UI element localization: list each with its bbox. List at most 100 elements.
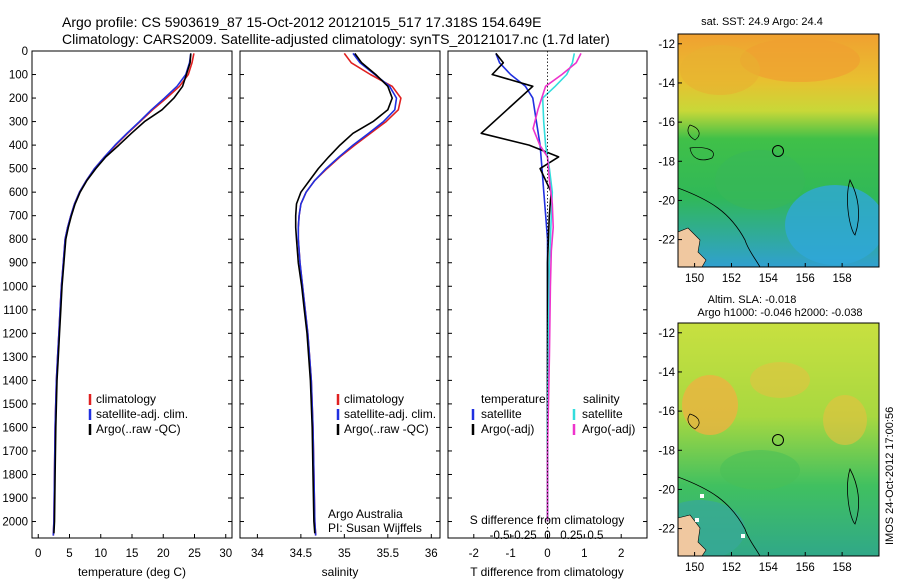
depth-tick-label: 1100: [3, 305, 28, 317]
x-tick-label: 34.5: [290, 548, 312, 560]
figure-title-line2: Climatology: CARS2009. Satellite-adjuste…: [62, 31, 610, 47]
sla-map-frame: [677, 322, 880, 557]
sla-low-patch: [720, 450, 800, 490]
temperature-x-label: temperature (deg C): [78, 565, 186, 579]
legend-label-t-argo: Argo(-adj): [481, 422, 534, 436]
map-y-tick-label: -16: [658, 406, 675, 418]
x-tick-label: 5: [66, 548, 72, 560]
map-x-tick-label: 156: [796, 273, 815, 285]
argo-float-marker: [772, 434, 784, 446]
map-y-tick-label: -12: [658, 328, 675, 340]
difference-curves: [480, 51, 582, 538]
series-line-satellite-adj-clim-: [297, 52, 398, 536]
depth-tick-label: 800: [9, 234, 28, 246]
depth-tick-label: 2000: [2, 517, 28, 529]
s-tick-label: -0.25: [510, 530, 536, 542]
reef-contour: [689, 147, 714, 161]
depth-tick-label: 1300: [2, 352, 28, 364]
legend-title-temperature: temperature: [481, 392, 546, 406]
x-tick-label: 15: [126, 548, 139, 560]
legend-label-climatology: climatology: [96, 392, 156, 406]
sla-map-title-line1: Altim. SLA: -0.018: [708, 294, 797, 306]
map-x-tick-label: 150: [685, 273, 704, 285]
map-y-tick-label: -20: [658, 195, 675, 207]
series-line-climatology: [52, 53, 195, 536]
depth-tick-label: 0: [22, 46, 28, 58]
salinity-curves: [294, 52, 402, 536]
argo-float-marker: [772, 145, 784, 157]
depth-tick-label: 300: [9, 117, 28, 129]
difference-top-label: S difference from climatology: [470, 513, 625, 527]
legend-label-s-satellite: satellite: [582, 407, 623, 421]
salinity-legend: climatology satellite-adj. clim. Argo(..…: [328, 392, 436, 535]
depth-tick-label: 100: [9, 70, 28, 82]
legend-label-argo: Argo(..raw -QC): [96, 422, 181, 436]
reef-contour: [847, 467, 860, 525]
coastline-land: [678, 227, 707, 267]
reef-contour: [847, 178, 860, 236]
depth-tick-label: 1200: [2, 328, 28, 340]
map-x-tick-label: 154: [759, 273, 779, 285]
series-line-salinity-satellite: [541, 53, 576, 522]
x-tick-label: 2: [618, 548, 624, 560]
data-gap-marker: [700, 494, 704, 498]
temperature-x-ticks: 0 5 10 15 20 25 30: [35, 534, 232, 560]
sla-high-patch: [823, 395, 867, 445]
sst-green-patch: [715, 150, 805, 210]
map-y-tick-label: -14: [658, 78, 675, 90]
series-line-argo-raw-qc-: [53, 53, 192, 534]
depth-tick-label: 200: [9, 93, 28, 105]
reef-contour: [687, 413, 700, 430]
salinity-panel: [239, 50, 441, 539]
imos-timestamp: IMOS 24-Oct-2012 17:00:56: [884, 407, 896, 545]
depth-axis: 0 100 200 300 400 500 600 700 800 900 1000 1100 1200…: [2, 46, 28, 529]
series-line-temperature-satellite: [495, 53, 549, 522]
sla-high-patch: [750, 362, 810, 398]
legend-label-argo: Argo(..raw -QC): [344, 422, 429, 436]
depth-tick-label: 1000: [2, 281, 28, 293]
reef-contour: [687, 124, 700, 141]
s-tick-label: -0.5: [490, 530, 510, 542]
depth-tick-label: 1600: [2, 422, 28, 434]
coastline-land: [678, 514, 707, 556]
difference-t-ticks: -2 -1 0 1 2: [469, 534, 624, 560]
depth-tick-label: 400: [9, 140, 28, 152]
sla-map-title-line2: Argo h1000: -0.046 h2000: -0.038: [697, 307, 862, 319]
depth-tick-label: 500: [9, 164, 28, 176]
map-y-tick-label: -22: [658, 524, 675, 536]
map-x-tick-label: 158: [833, 562, 852, 574]
map-y-tick-label: -20: [658, 484, 675, 496]
map-x-tick-label: 156: [796, 562, 815, 574]
depth-tick-label: 1500: [2, 399, 28, 411]
map-x-tick-label: 152: [722, 273, 741, 285]
x-tick-label: -2: [469, 548, 479, 560]
depth-tick-label: 1400: [2, 375, 28, 387]
x-tick-label: 10: [94, 548, 107, 560]
bathymetry-contour: [678, 476, 761, 556]
sst-map: [678, 34, 879, 267]
s-tick-label: 0.5: [587, 530, 603, 542]
map-y-tick-label: -12: [658, 39, 675, 51]
tick-marks: [32, 50, 647, 523]
difference-legend: temperature satellite Argo(-adj) salinit…: [471, 392, 635, 436]
sst-warm-patch: [680, 45, 760, 95]
data-gap-marker: [741, 534, 745, 538]
salinity-note-pi: PI: Susan Wijffels: [328, 521, 422, 535]
sst-warm-patch: [740, 38, 860, 82]
difference-s-ticks: -0.5-0.2500.250.5: [490, 530, 604, 542]
salinity-x-label: salinity: [322, 565, 359, 579]
salinity-note-argo-australia: Argo Australia: [328, 507, 403, 521]
x-tick-label: 35.5: [377, 548, 399, 560]
legend-title-salinity: salinity: [583, 392, 620, 406]
x-tick-label: 35: [338, 548, 351, 560]
sla-high-patch: [682, 375, 738, 435]
sst-map-title: sat. SST: 24.9 Argo: 24.4: [701, 16, 823, 28]
x-tick-label: 0: [35, 548, 41, 560]
s-tick-label: 0.25: [560, 530, 582, 542]
x-tick-label: 25: [188, 548, 201, 560]
series-line-salinity-argo-adj-: [532, 53, 582, 522]
temperature-legend: climatology satellite-adj. clim. Argo(..…: [88, 392, 188, 436]
series-line-argo-raw-qc-: [294, 52, 394, 534]
salinity-x-ticks: 34 34.5 35 35.5 36: [251, 534, 438, 560]
